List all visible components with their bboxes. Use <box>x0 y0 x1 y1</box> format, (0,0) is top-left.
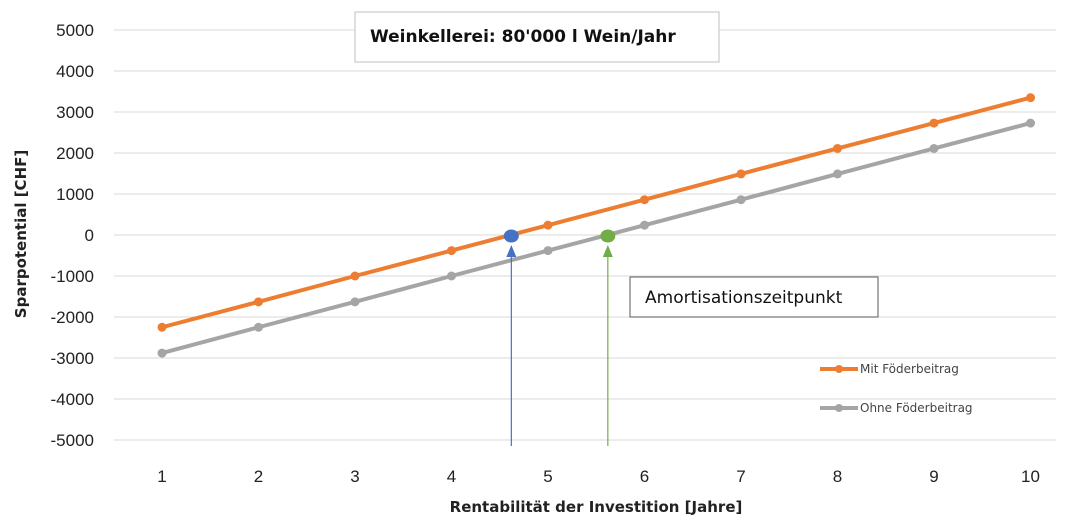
gridlines <box>114 30 1056 440</box>
data-point <box>737 195 746 204</box>
legend-marker-ohne <box>835 404 843 412</box>
legend: Mit Föderbeitrag Ohne Föderbeitrag <box>820 362 973 415</box>
series-lines <box>158 93 1036 357</box>
data-point <box>1026 119 1035 128</box>
x-tick-label: 5 <box>543 467 552 486</box>
data-point <box>1026 93 1035 102</box>
data-point <box>351 297 360 306</box>
y-tick-labels: 5000 4000 3000 2000 1000 0 -1000 -2000 -3000 -400… <box>51 21 94 450</box>
legend-marker-mit <box>835 365 843 373</box>
x-tick-label: 9 <box>929 467 938 486</box>
break-even-marker <box>600 230 615 243</box>
data-point <box>351 272 360 281</box>
legend-label-ohne: Ohne Föderbeitrag <box>860 401 973 415</box>
annotation-arrow-head <box>506 245 516 257</box>
x-tick-label: 3 <box>350 467 359 486</box>
x-tick-label: 1 <box>157 467 166 486</box>
data-point <box>158 349 167 358</box>
y-tick-label: -1000 <box>51 267 94 286</box>
data-point <box>158 323 167 332</box>
x-tick-label: 4 <box>447 467 456 486</box>
annotation-label: Amortisationszeitpunkt <box>645 288 843 308</box>
x-tick-labels: 1 2 3 4 5 6 7 8 9 10 <box>157 467 1040 486</box>
y-tick-label: -2000 <box>51 308 94 327</box>
y-tick-label: -3000 <box>51 349 94 368</box>
y-tick-label: 4000 <box>56 62 94 81</box>
x-tick-label: 2 <box>254 467 263 486</box>
data-point <box>544 246 553 255</box>
data-point <box>930 119 939 128</box>
x-tick-label: 10 <box>1021 467 1040 486</box>
legend-label-mit: Mit Föderbeitrag <box>860 362 959 376</box>
break-even-marker <box>504 230 519 243</box>
data-point <box>447 272 456 281</box>
data-point <box>254 297 263 306</box>
y-tick-label: 0 <box>85 226 94 245</box>
data-point <box>737 169 746 178</box>
data-point <box>640 221 649 230</box>
annotation-arrows <box>504 230 616 447</box>
data-point <box>833 144 842 153</box>
data-point <box>254 323 263 332</box>
data-point <box>447 246 456 255</box>
y-axis-title: Sparpotential [CHF] <box>12 150 30 318</box>
data-point <box>930 144 939 153</box>
y-tick-label: -5000 <box>51 431 94 450</box>
x-axis-title: Rentabilität der Investition [Jahre] <box>450 498 743 516</box>
data-point <box>833 169 842 178</box>
data-point <box>640 195 649 204</box>
chart-title: Weinkellerei: 80'000 l Wein/Jahr <box>370 27 676 47</box>
x-tick-label: 8 <box>833 467 842 486</box>
y-tick-label: 5000 <box>56 21 94 40</box>
y-tick-label: 2000 <box>56 144 94 163</box>
series-line <box>162 98 1031 328</box>
x-tick-label: 7 <box>736 467 745 486</box>
annotation-arrow-head <box>603 245 613 257</box>
y-tick-label: -4000 <box>51 390 94 409</box>
y-tick-label: 1000 <box>56 185 94 204</box>
series-line <box>162 123 1031 353</box>
data-point <box>544 221 553 230</box>
y-tick-label: 3000 <box>56 103 94 122</box>
x-tick-label: 6 <box>640 467 649 486</box>
